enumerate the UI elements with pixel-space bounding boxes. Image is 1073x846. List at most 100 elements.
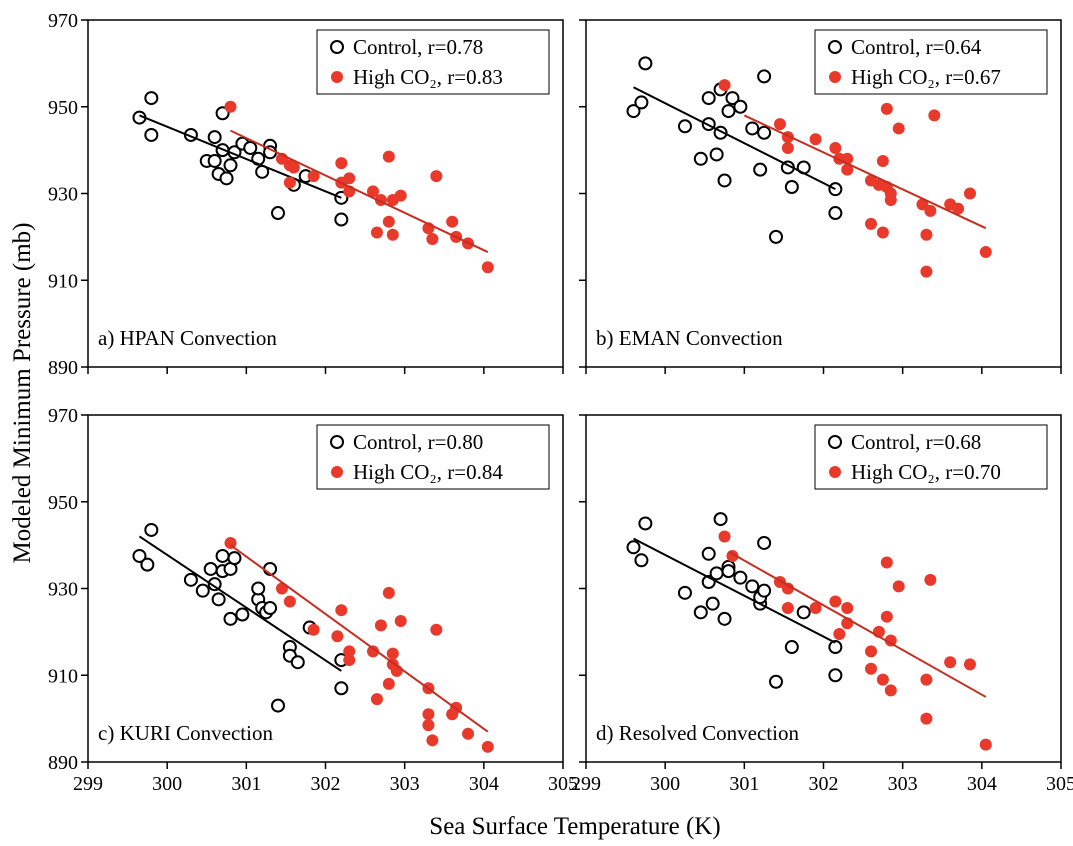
control-point xyxy=(677,119,692,134)
high-co2-point xyxy=(382,586,395,599)
legend-marker xyxy=(828,40,842,54)
high-co2-point xyxy=(876,673,889,686)
high-co2-point xyxy=(773,118,786,131)
high-co2-point xyxy=(829,141,842,154)
control-point xyxy=(757,583,772,598)
legend-marker xyxy=(331,71,343,83)
high-co2-point xyxy=(809,602,822,615)
y-tick-label: 950 xyxy=(48,97,78,119)
control-point xyxy=(243,140,258,155)
control-point xyxy=(757,535,772,550)
high-co2-point xyxy=(963,658,976,671)
high-co2-point xyxy=(335,157,348,170)
control-point xyxy=(223,611,238,626)
high-co2-point xyxy=(924,573,937,586)
control-point xyxy=(713,512,728,527)
trend-line xyxy=(230,129,489,253)
control-point xyxy=(784,179,799,194)
control-point xyxy=(757,69,772,84)
y-tick-label: 910 xyxy=(48,270,78,292)
x-tick-label: 304 xyxy=(469,773,499,795)
panel: 299 300 301 302 303 304 305 Control, r=0.68 High… xyxy=(571,414,1073,795)
high-co2-point xyxy=(481,740,494,753)
high-co2-point xyxy=(833,628,846,641)
control-point xyxy=(334,212,349,227)
x-tick-label: 300 xyxy=(152,773,182,795)
high-co2-point xyxy=(374,619,387,632)
trend-line xyxy=(633,86,836,191)
high-co2-point xyxy=(841,602,854,615)
high-co2-point xyxy=(370,226,383,239)
high-co2-point xyxy=(224,100,237,113)
x-tick-label: 303 xyxy=(390,773,420,795)
high-co2-point xyxy=(382,677,395,690)
control-point xyxy=(207,577,222,592)
x-tick-label: 305 xyxy=(1046,773,1073,795)
control-point xyxy=(638,56,653,71)
high-co2-point xyxy=(884,194,897,207)
high-co2-point xyxy=(892,580,905,593)
control-point xyxy=(705,596,720,611)
control-point xyxy=(693,605,708,620)
trend-line xyxy=(728,550,987,698)
high-co2-point xyxy=(307,170,320,183)
high-co2-point xyxy=(920,265,933,278)
control-point xyxy=(271,698,285,713)
control-point xyxy=(334,681,349,696)
control-point xyxy=(769,229,783,244)
trend-line xyxy=(229,544,489,733)
control-point xyxy=(263,601,278,616)
control-point xyxy=(693,151,708,166)
legend-box xyxy=(814,29,1048,95)
high-co2-point xyxy=(394,189,407,202)
trend-line xyxy=(633,537,836,644)
control-point xyxy=(745,121,760,136)
control-point xyxy=(144,91,159,106)
x-tick-label: 304 xyxy=(967,773,997,795)
high-co2-point xyxy=(920,712,933,725)
legend-label: High CO₂, r=0.67 xyxy=(851,65,1001,89)
y-tick-label: 930 xyxy=(48,184,78,206)
control-point xyxy=(753,162,768,177)
high-co2-point xyxy=(283,595,296,608)
high-co2-point xyxy=(884,634,897,647)
control-point xyxy=(634,95,649,110)
high-co2-point xyxy=(331,630,344,643)
panel-label: d) Resolved Convection xyxy=(596,721,799,745)
control-point xyxy=(132,548,147,563)
y-tick-label: 950 xyxy=(48,492,78,514)
high-co2-point xyxy=(224,536,237,549)
control-point xyxy=(828,640,843,655)
high-co2-point xyxy=(892,122,905,135)
control-point xyxy=(757,125,772,140)
control-point xyxy=(733,570,748,585)
legend-box xyxy=(316,424,550,490)
legend-label: Control, r=0.78 xyxy=(353,35,483,59)
high-co2-point xyxy=(386,228,399,241)
y-tick-label: 890 xyxy=(48,357,78,379)
control-point xyxy=(211,592,226,607)
control-point xyxy=(784,640,799,655)
high-co2-point xyxy=(916,198,929,211)
control-point xyxy=(733,99,748,114)
x-tick-label: 299 xyxy=(73,773,103,795)
high-co2-point xyxy=(367,185,379,198)
control-point xyxy=(140,557,155,572)
control-point xyxy=(215,106,230,121)
legend-marker xyxy=(829,466,841,478)
control-point xyxy=(717,173,732,188)
high-co2-point xyxy=(283,176,296,189)
control-point xyxy=(626,104,641,119)
control-point xyxy=(638,516,653,531)
control-point xyxy=(701,546,716,561)
control-point xyxy=(215,548,230,563)
legend-box xyxy=(814,424,1048,490)
high-co2-point xyxy=(287,161,300,174)
high-co2-point xyxy=(481,261,494,274)
y-tick-label: 970 xyxy=(48,10,78,32)
y-tick-label: 970 xyxy=(48,405,78,427)
panel-label: b) EMAN Convection xyxy=(596,326,783,350)
high-co2-point xyxy=(944,656,957,669)
legend-label: High CO₂, r=0.84 xyxy=(353,460,503,484)
high-co2-point xyxy=(367,645,379,658)
